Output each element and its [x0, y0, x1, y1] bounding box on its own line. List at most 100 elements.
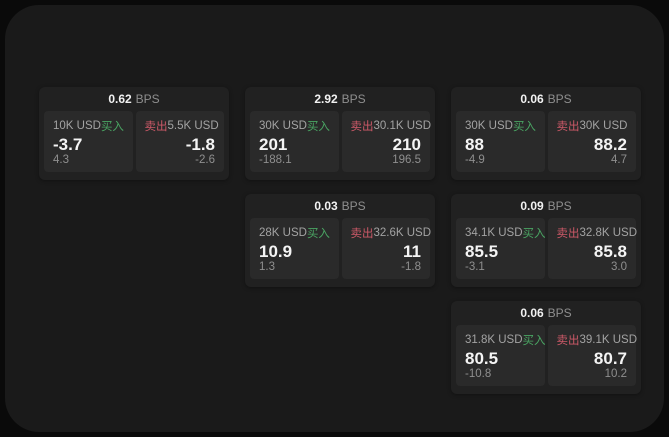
sell-tag: 卖出 — [144, 121, 168, 133]
buy-tag: 买入 — [306, 228, 330, 240]
buy-price: 88 — [465, 135, 484, 154]
quote-card: 0.03 BPS 28K USD 买入 10.9 1.3 卖出 32.6K US… — [245, 194, 435, 287]
sell-notional: 32.8K USD — [579, 227, 638, 239]
buy-delta: 4.3 — [53, 154, 69, 166]
buy-quote-panel[interactable]: 34.1K USD 买入 85.5 -3.1 — [456, 218, 546, 279]
bps-value: 2.92 — [314, 92, 338, 106]
sell-delta: 10.2 — [604, 368, 627, 380]
bps-value: 0.62 — [108, 92, 132, 106]
sell-tag: 卖出 — [350, 228, 374, 240]
sell-panel-top: 卖出 32.8K USD — [556, 225, 638, 241]
quote-card: 0.62 BPS 10K USD 买入 -3.7 4.3 卖出 5.5K USD… — [39, 87, 229, 180]
card-body: 28K USD 买入 10.9 1.3 卖出 32.6K USD 11 -1.8 — [245, 218, 435, 279]
sell-notional: 30.1K USD — [373, 120, 432, 132]
bps-unit-label: BPS — [547, 199, 572, 213]
sell-quote-panel[interactable]: 卖出 5.5K USD -1.8 -2.6 — [135, 111, 224, 172]
sell-delta: -1.8 — [401, 261, 421, 273]
quote-card: 0.06 BPS 30K USD 买入 88 -4.9 卖出 30K USD 8… — [451, 87, 641, 180]
bps-unit-label: BPS — [341, 199, 366, 213]
buy-quote-panel[interactable]: 30K USD 买入 201 -188.1 — [250, 111, 339, 172]
card-header: 0.62 BPS — [39, 87, 229, 111]
buy-quote-panel[interactable]: 30K USD 买入 88 -4.9 — [456, 111, 545, 172]
sell-notional: 39.1K USD — [579, 334, 638, 346]
sell-notional: 5.5K USD — [167, 120, 219, 132]
quote-cards-grid: 0.62 BPS 10K USD 买入 -3.7 4.3 卖出 5.5K USD… — [39, 87, 641, 394]
buy-tag: 买入 — [512, 121, 536, 133]
buy-notional: 31.8K USD — [465, 334, 523, 346]
bps-value: 0.06 — [520, 306, 544, 320]
sell-notional: 30K USD — [579, 120, 628, 132]
buy-delta: -10.8 — [465, 368, 492, 380]
sell-price: 85.8 — [593, 242, 627, 261]
bps-value: 0.06 — [520, 92, 544, 106]
buy-delta: -3.1 — [465, 261, 485, 273]
bps-unit-label: BPS — [547, 306, 572, 320]
buy-tag: 买入 — [100, 121, 124, 133]
sell-price: 11 — [403, 242, 421, 261]
quote-card: 0.09 BPS 34.1K USD 买入 85.5 -3.1 卖出 32.8K… — [451, 194, 641, 287]
card-body: 10K USD 买入 -3.7 4.3 卖出 5.5K USD -1.8 -2.… — [39, 111, 229, 172]
sell-panel-top: 卖出 5.5K USD — [144, 118, 219, 134]
buy-price: 85.5 — [465, 242, 499, 261]
buy-panel-top: 30K USD 买入 — [465, 118, 536, 134]
buy-price: 80.5 — [465, 349, 499, 368]
sell-quote-panel[interactable]: 卖出 39.1K USD 80.7 10.2 — [547, 325, 638, 386]
buy-price: -3.7 — [53, 135, 83, 154]
buy-panel-top: 10K USD 买入 — [53, 118, 124, 134]
sell-panel-top: 卖出 32.6K USD — [350, 225, 432, 241]
sell-price: 88.2 — [593, 135, 627, 154]
sell-delta: 196.5 — [392, 154, 421, 166]
sell-price: -1.8 — [185, 135, 215, 154]
card-header: 0.06 BPS — [451, 301, 641, 325]
card-header: 0.09 BPS — [451, 194, 641, 218]
buy-tag: 买入 — [306, 121, 330, 133]
buy-delta: -4.9 — [465, 154, 485, 166]
sell-price: 210 — [392, 135, 421, 154]
buy-panel-top: 30K USD 买入 — [259, 118, 330, 134]
card-header: 0.06 BPS — [451, 87, 641, 111]
quote-card: 2.92 BPS 30K USD 买入 201 -188.1 卖出 30.1K … — [245, 87, 435, 180]
buy-notional: 34.1K USD — [465, 227, 523, 239]
buy-notional: 10K USD — [53, 120, 101, 132]
sell-tag: 卖出 — [350, 121, 374, 133]
sell-notional: 32.6K USD — [373, 227, 432, 239]
sell-panel-top: 卖出 30K USD — [557, 118, 628, 134]
card-body: 30K USD 买入 201 -188.1 卖出 30.1K USD 210 1… — [245, 111, 435, 172]
sell-quote-panel[interactable]: 卖出 30.1K USD 210 196.5 — [341, 111, 432, 172]
buy-quote-panel[interactable]: 28K USD 买入 10.9 1.3 — [250, 218, 339, 279]
sell-quote-panel[interactable]: 卖出 30K USD 88.2 4.7 — [547, 111, 636, 172]
sell-delta: 4.7 — [611, 154, 627, 166]
buy-quote-panel[interactable]: 31.8K USD 买入 80.5 -10.8 — [456, 325, 546, 386]
buy-notional: 28K USD — [259, 227, 307, 239]
buy-notional: 30K USD — [259, 120, 307, 132]
card-body: 31.8K USD 买入 80.5 -10.8 卖出 39.1K USD 80.… — [451, 325, 641, 386]
card-body: 34.1K USD 买入 85.5 -3.1 卖出 32.8K USD 85.8… — [451, 218, 641, 279]
buy-price: 201 — [259, 135, 288, 154]
buy-panel-top: 34.1K USD 买入 — [465, 225, 546, 241]
card-body: 30K USD 买入 88 -4.9 卖出 30K USD 88.2 4.7 — [451, 111, 641, 172]
bps-value: 0.03 — [314, 199, 338, 213]
sell-panel-top: 卖出 39.1K USD — [556, 332, 638, 348]
quote-card: 0.06 BPS 31.8K USD 买入 80.5 -10.8 卖出 39.1… — [451, 301, 641, 394]
sell-quote-panel[interactable]: 卖出 32.8K USD 85.8 3.0 — [547, 218, 638, 279]
sell-delta: 3.0 — [611, 261, 627, 273]
buy-tag: 买入 — [522, 335, 546, 347]
sell-panel-top: 卖出 30.1K USD — [350, 118, 432, 134]
main-window: 0.62 BPS 10K USD 买入 -3.7 4.3 卖出 5.5K USD… — [5, 5, 664, 432]
sell-tag: 卖出 — [556, 228, 580, 240]
buy-tag: 买入 — [522, 228, 546, 240]
bps-unit-label: BPS — [135, 92, 160, 106]
card-header: 0.03 BPS — [245, 194, 435, 218]
sell-delta: -2.6 — [195, 154, 215, 166]
buy-price: 10.9 — [259, 242, 293, 261]
buy-panel-top: 31.8K USD 买入 — [465, 332, 546, 348]
sell-price: 80.7 — [593, 349, 627, 368]
sell-quote-panel[interactable]: 卖出 32.6K USD 11 -1.8 — [341, 218, 432, 279]
buy-delta: 1.3 — [259, 261, 275, 273]
buy-delta: -188.1 — [259, 154, 292, 166]
bps-value: 0.09 — [520, 199, 544, 213]
buy-quote-panel[interactable]: 10K USD 买入 -3.7 4.3 — [44, 111, 133, 172]
buy-panel-top: 28K USD 买入 — [259, 225, 330, 241]
sell-tag: 卖出 — [556, 335, 580, 347]
buy-notional: 30K USD — [465, 120, 513, 132]
